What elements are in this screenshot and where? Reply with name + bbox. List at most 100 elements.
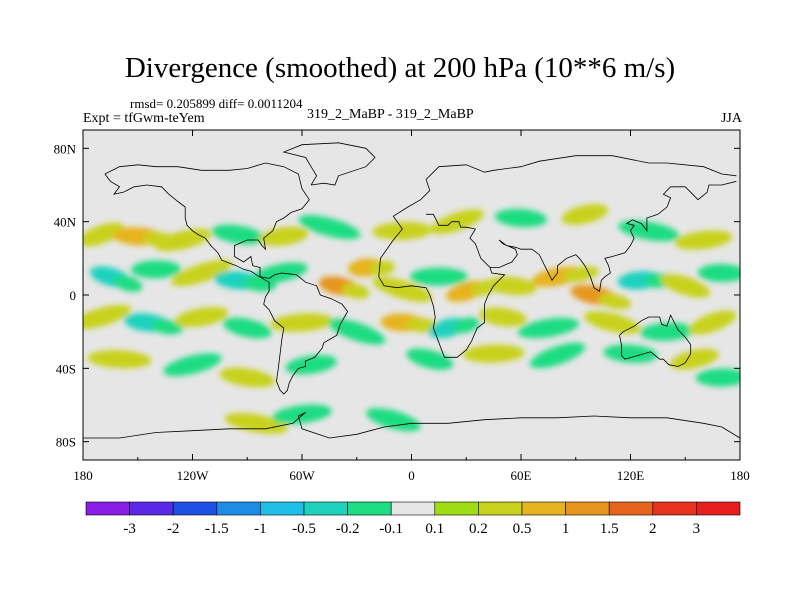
field-blob-halo (151, 319, 184, 335)
field-blob (486, 276, 537, 296)
y-tick-label: 80S (56, 435, 76, 450)
colorbar-label: -3 (123, 521, 136, 537)
field-blob (561, 204, 609, 225)
colorbar-swatch (216, 501, 261, 516)
colorbar-swatch (129, 501, 174, 516)
field-blob (270, 313, 334, 332)
field-blob (495, 208, 547, 228)
field-blob (372, 221, 433, 240)
field-blob (695, 368, 740, 387)
chart-title: Divergence (smoothed) at 200 hPa (10**6 … (124, 52, 676, 84)
y-tick-label: 0 (70, 288, 77, 303)
coastline (378, 213, 506, 358)
y-tick-label: 40N (54, 215, 77, 230)
x-tick-label: 60W (289, 468, 315, 483)
colorbar-label: 0.2 (469, 521, 488, 537)
field-blob (171, 259, 233, 287)
field-blob-halo (452, 317, 480, 334)
field-layer (83, 130, 740, 460)
x-tick-label: 180 (73, 468, 93, 483)
colorbar-label: 0.1 (425, 521, 444, 537)
colorbar-swatch (347, 501, 392, 516)
x-tick-label: 120W (177, 468, 210, 483)
colorbar-label: -2 (167, 521, 180, 537)
field-blob (285, 355, 337, 375)
colorbar-swatch (172, 501, 218, 516)
field-blob (688, 310, 737, 335)
y-tick-label: 80N (54, 141, 77, 156)
field-blob (366, 408, 421, 432)
colorbar-swatch (303, 501, 348, 516)
field-blob (409, 267, 468, 286)
field-blob-halo (598, 293, 632, 310)
field-blob (211, 224, 265, 245)
field-blob (222, 317, 272, 339)
colorbar-label: 0.5 (513, 521, 532, 537)
colorbar-label: 3 (693, 521, 701, 537)
colorbar-label: -0.5 (292, 521, 316, 537)
colorbar-label: 1.5 (600, 521, 619, 537)
field-blob (83, 304, 132, 330)
coastline-layer (83, 142, 740, 439)
field-blob (87, 350, 152, 369)
field-blob (478, 307, 527, 327)
colorbar-swatch (85, 501, 130, 516)
coastline (83, 411, 740, 439)
colorbar-swatch (390, 501, 436, 516)
field-blob (298, 215, 361, 240)
field-blob (603, 344, 658, 363)
field-blob (163, 353, 222, 377)
field-blob (640, 322, 694, 341)
field-blob-halo (341, 283, 370, 299)
season-label: JJA (720, 111, 742, 126)
field-blob (131, 260, 181, 279)
coastline (282, 142, 376, 186)
experiment-label: Expt = tfGwm-teYem (83, 111, 205, 126)
field-blob (174, 306, 229, 328)
coastline (490, 180, 737, 292)
field-blob (584, 311, 641, 334)
colorbar-swatch (521, 501, 566, 516)
case-label: 319_2_MaBP - 319_2_MaBP (307, 107, 474, 122)
colorbar-label: 1 (562, 521, 570, 537)
colorbar-label: -0.2 (336, 521, 360, 537)
x-tick-label: 180 (730, 468, 750, 483)
colorbar-swatch (434, 501, 479, 516)
colorbar-label: -0.1 (379, 521, 403, 537)
x-tick-label: 0 (408, 468, 415, 483)
colorbar-label: -1 (254, 521, 267, 537)
field-blob (660, 274, 711, 298)
colorbar-swatch (565, 501, 610, 516)
field-blob (529, 342, 586, 369)
stats-label: rmsd= 0.205899 diff= 0.0011204 (130, 96, 303, 111)
coastline (378, 155, 737, 277)
colorbar-swatch (478, 501, 523, 516)
x-tick-label: 60E (511, 468, 532, 483)
field-blob-halo (562, 266, 599, 283)
field-blob (406, 348, 454, 370)
field-blob (328, 318, 386, 345)
colorbar-swatch (696, 501, 741, 516)
colorbar-swatch (608, 501, 654, 516)
colorbar-swatch (652, 501, 697, 516)
field-blob (517, 317, 580, 339)
field-blob (697, 263, 740, 283)
colorbar-label: -1.5 (205, 521, 229, 537)
colorbar-label: 2 (649, 521, 657, 537)
axes-layer: 180 120W 60W 0 60E 120E 180 80N 40N 0 40S 80S (54, 129, 750, 483)
colorbar: -3 -2 -1.5 -1 -0.5 -0.2 -0.1 0.1 0.2 0.5 1 1.5 2 3 (85, 501, 741, 537)
colorbar-swatch (260, 501, 305, 516)
field-blob (83, 222, 125, 247)
field-blob (219, 367, 275, 388)
field-blob (674, 230, 733, 250)
field-blob-halo (369, 260, 395, 276)
coastline (619, 314, 692, 367)
coastline (104, 162, 349, 395)
field-blob-halo (113, 275, 143, 292)
y-tick-label: 40S (56, 361, 76, 376)
field-blob (372, 277, 433, 302)
field-blob (462, 344, 525, 363)
x-tick-label: 120E (617, 468, 645, 483)
field-blobs (83, 204, 740, 434)
